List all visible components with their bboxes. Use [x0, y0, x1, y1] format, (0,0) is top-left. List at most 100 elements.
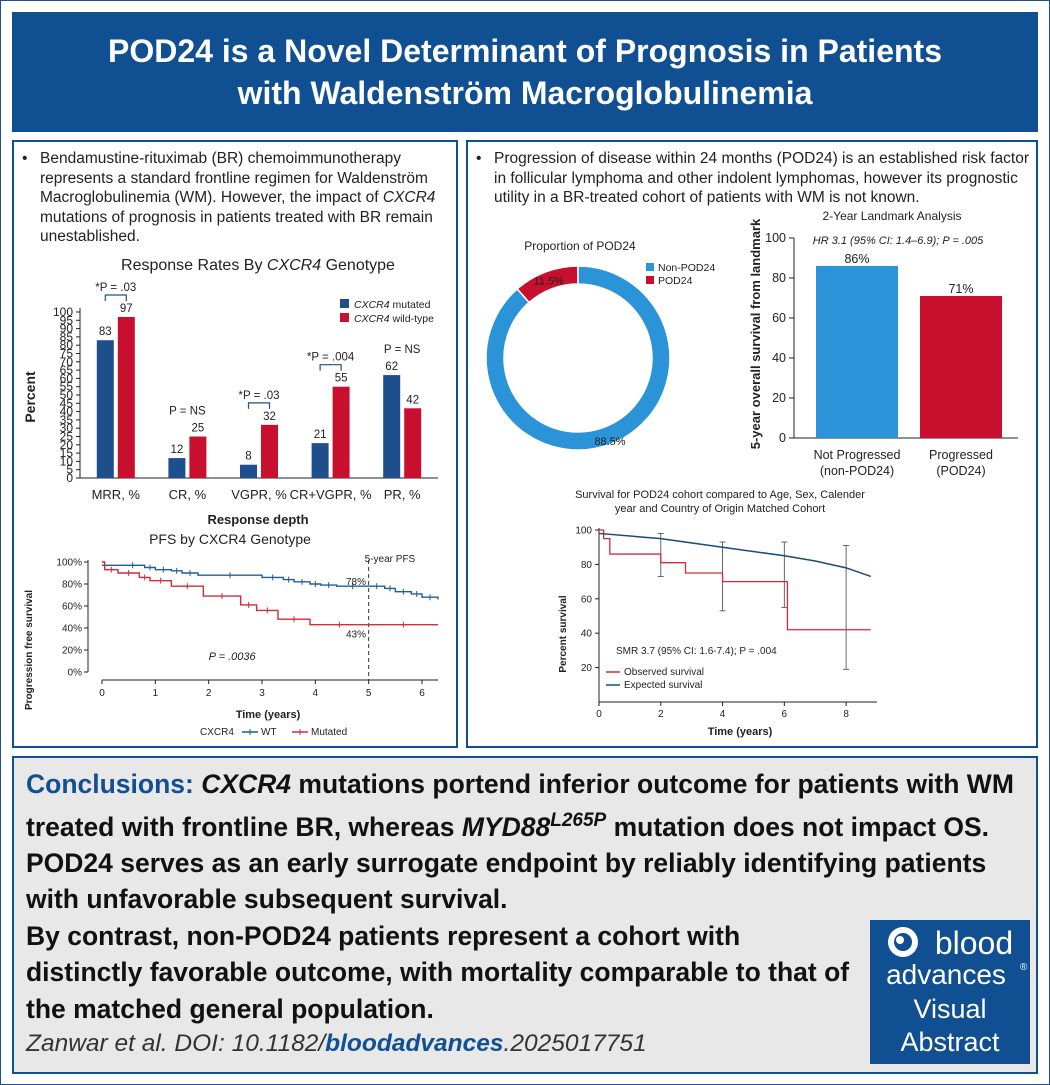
significance-bracket	[319, 364, 342, 371]
bar	[189, 436, 207, 478]
landmark-ylabel: 5-year overall survival from landmark	[748, 218, 763, 449]
y-tick-label: 60	[581, 594, 593, 605]
citation: Zanwar et al. DOI: 10.1182/bloodadvances…	[26, 1030, 647, 1057]
bar	[261, 424, 278, 478]
bar-value-label: 21	[314, 429, 327, 441]
bar	[240, 464, 257, 478]
pfs-xlabel: Time (years)	[236, 709, 301, 721]
x-tick-label: 0	[99, 688, 105, 699]
bar	[117, 316, 135, 478]
donut-title: Proportion of POD24	[524, 239, 636, 253]
legend-label: Expected survival	[624, 680, 702, 691]
y-tick-label: 100	[53, 305, 73, 319]
y-tick-label: 20%	[62, 646, 82, 657]
bar-value-label: 12	[171, 444, 184, 456]
logo-graphic: blood advances ® Visual Abstract	[886, 925, 1028, 1057]
response-chart-title: Response Rates By CXCR4 Genotype	[121, 257, 395, 274]
y-tick-label: 100%	[56, 558, 82, 569]
y-tick-label: 90	[60, 322, 74, 336]
y-tick-label: 40	[581, 629, 593, 640]
bar	[332, 386, 350, 478]
x-tick-label: 4	[720, 709, 726, 720]
y-tick-label: 20	[581, 663, 593, 674]
x-tick-label: 2	[658, 709, 664, 720]
response-chart-ylabel: Percent	[22, 371, 38, 423]
right-panel	[466, 140, 1038, 748]
landmark-title: 2-Year Landmark Analysis	[823, 209, 962, 223]
logo-line2: advances	[886, 959, 1006, 990]
x-category-label: VGPR, %	[231, 487, 287, 502]
right-bullet-line: utility in a BR-treated cohort of patien…	[494, 189, 920, 206]
bar	[383, 375, 401, 478]
left-panel	[12, 140, 458, 748]
y-tick-label: 5	[66, 463, 73, 477]
bar-value-label: 42	[406, 394, 419, 406]
donut-value-label: 11.5%	[533, 275, 564, 287]
logo-line1: blood	[935, 925, 1013, 961]
y-tick-label: 0	[66, 471, 73, 485]
x-tick-label: 6	[782, 709, 788, 720]
y-tick-label: 75	[60, 347, 74, 361]
y-tick-label: 25	[60, 430, 74, 444]
logo-line3: Visual	[913, 994, 986, 1024]
significance-label: *P = .004	[307, 352, 355, 364]
legend-label: Non-POD24	[658, 262, 715, 274]
x-category-label: MRR, %	[92, 487, 141, 502]
legend-title: CXCR4	[200, 727, 234, 738]
five-year-label: 5-year PFS	[365, 554, 416, 565]
significance-bracket	[247, 402, 271, 409]
x-tick-label: 8	[843, 709, 849, 720]
y-tick-label: 0	[779, 431, 786, 445]
bar-value-label: 8	[245, 451, 251, 463]
x-tick-label: 3	[259, 688, 265, 699]
bar-value-label: 83	[99, 326, 112, 338]
bar-value-label: 25	[192, 423, 205, 435]
y-tick-label: 65	[60, 363, 74, 377]
x-tick-label: 6	[419, 688, 425, 699]
right-bullet-line: Progression of disease within 24 months …	[494, 150, 1029, 167]
left-bullet-line: Bendamustine-rituximab (BR) chemoimmunot…	[40, 150, 401, 167]
donut-value-label: 88.5%	[594, 436, 625, 448]
bar-value-label: 55	[335, 373, 348, 385]
survival-title-line: year and Country of Origin Matched Cohor…	[615, 503, 825, 515]
significance-label: P = NS	[169, 406, 206, 418]
y-tick-label: 60	[60, 371, 74, 385]
conclusions-box: Conclusions: CXCR4 mutations portend inf…	[12, 756, 1038, 1074]
x-category-label: (POD24)	[936, 464, 985, 478]
x-category-label: CR, %	[169, 487, 207, 502]
bar	[920, 296, 1002, 438]
x-tick-label: 1	[153, 688, 159, 699]
blood-advances-logo: blood advances ® Visual Abstract	[870, 920, 1030, 1064]
bar-value-label: 97	[120, 303, 133, 315]
left-bullet-line: Macroglobulinemia (WM). However, the imp…	[40, 189, 436, 206]
y-tick-label: 60	[772, 311, 786, 325]
bar-value-label: 71%	[948, 282, 973, 296]
survival-comparison-chart: Survival for POD24 cohort compared to Ag…	[558, 489, 877, 738]
bar-value-label: 62	[385, 361, 398, 373]
y-tick-label: 20	[772, 391, 786, 405]
page-title: POD24 is a Novel Determinant of Prognosi…	[108, 33, 942, 111]
logo-reg: ®	[1020, 962, 1028, 973]
response-chart-xlabel: Response depth	[207, 512, 308, 527]
landmark-chart: 2-Year Landmark Analysis HR 3.1 (95% CI:…	[748, 209, 1018, 478]
x-tick-label: 0	[596, 709, 602, 720]
legend-swatch	[340, 299, 349, 308]
x-tick-label: 4	[313, 688, 319, 699]
y-tick-label: 0%	[68, 668, 83, 679]
legend-label: WT	[261, 727, 277, 738]
observed-survival-curve	[599, 529, 871, 631]
y-tick-label: 15	[60, 446, 74, 460]
y-tick-label: 10	[60, 454, 74, 468]
km-curve	[102, 564, 439, 600]
conclusions-text: Conclusions: CXCR4 mutations portend inf…	[26, 769, 1014, 1024]
significance-label: *P = .03	[238, 390, 279, 402]
significance-label: *P = .03	[95, 282, 136, 294]
y-tick-label: 40%	[62, 624, 82, 635]
bar	[168, 458, 186, 478]
y-tick-label: 35	[60, 413, 74, 427]
survival-xlabel: Time (years)	[708, 726, 773, 738]
bar	[816, 266, 898, 438]
donut-slice	[485, 265, 671, 451]
bar	[96, 340, 114, 478]
